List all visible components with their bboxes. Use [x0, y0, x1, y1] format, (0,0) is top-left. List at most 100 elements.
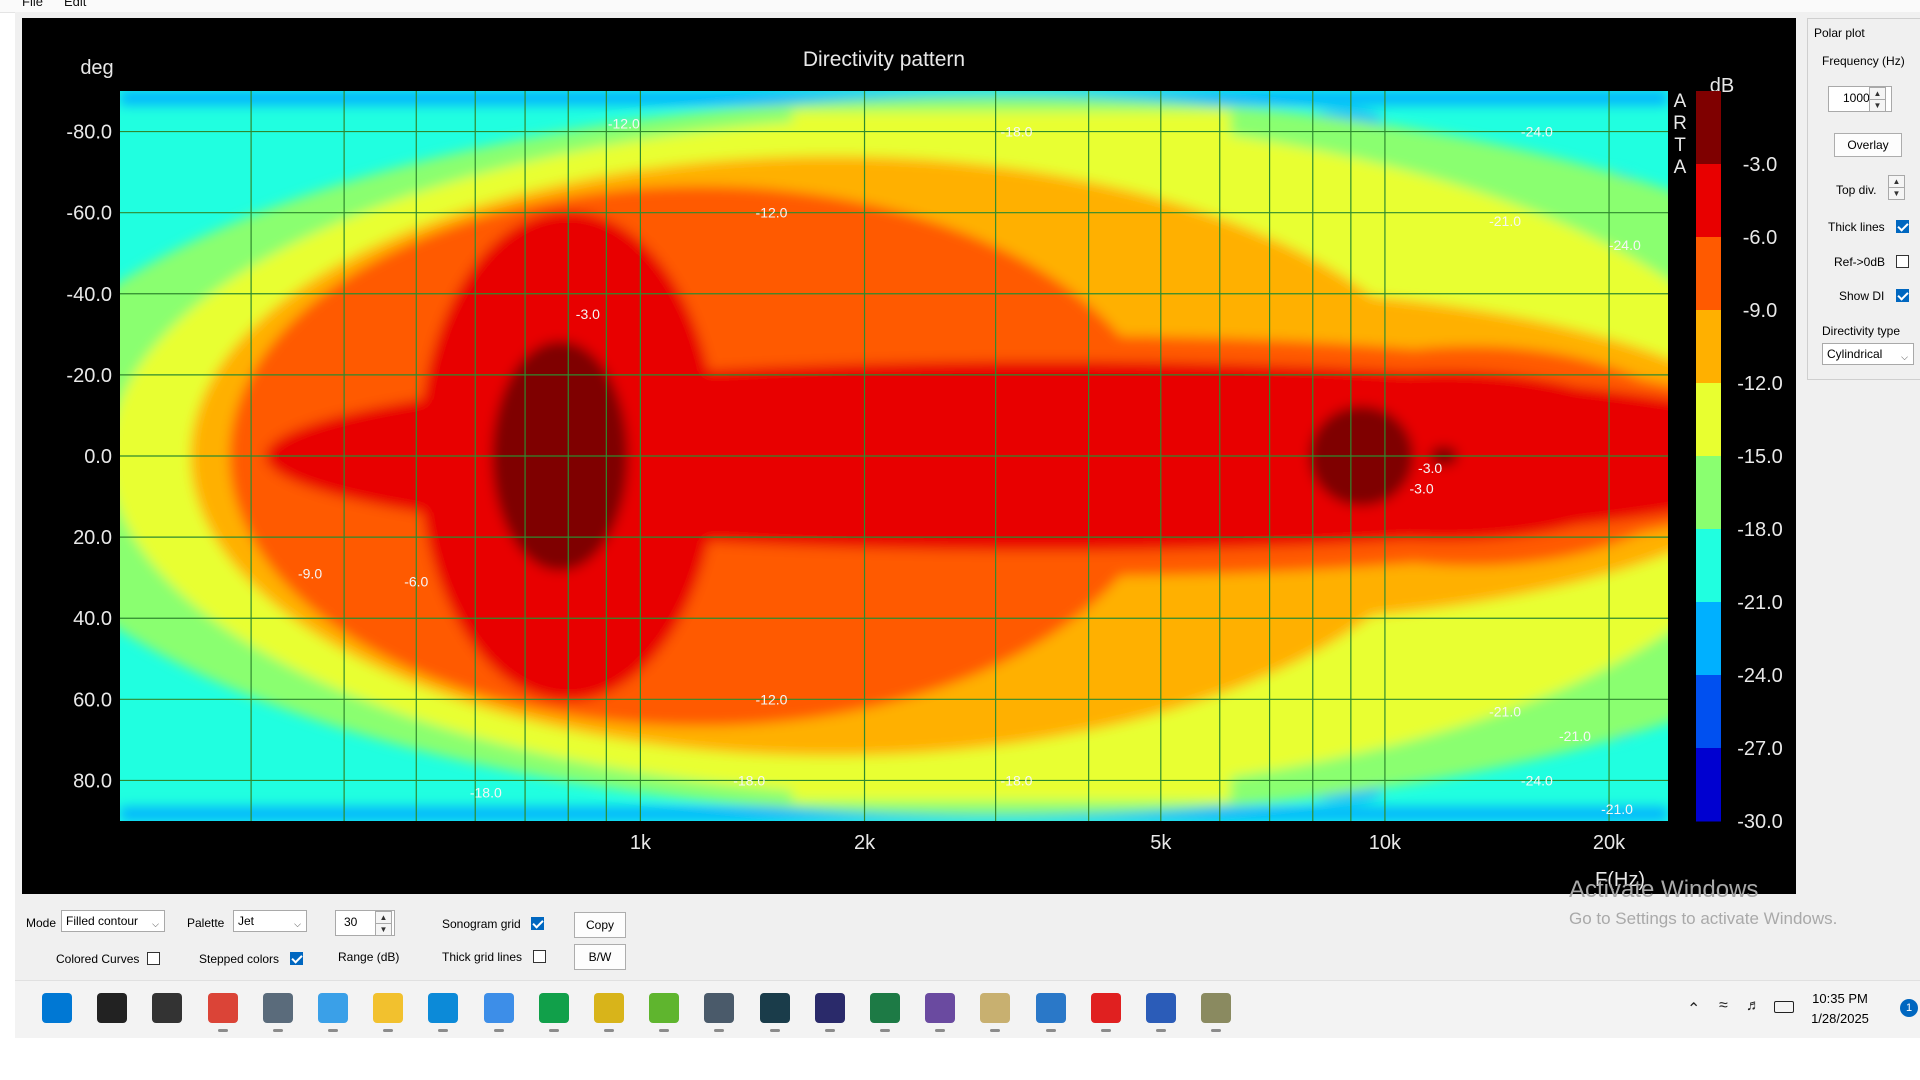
camera-app-icon[interactable] — [1201, 993, 1232, 1023]
running-indicator — [328, 1029, 338, 1032]
photos-icon[interactable] — [1035, 993, 1066, 1023]
menu-edit[interactable]: Edit — [64, 0, 87, 9]
contour-label: -21.0 — [1489, 213, 1521, 229]
notes-icon[interactable] — [980, 993, 1011, 1023]
thick-lines-label: Thick lines — [1828, 220, 1885, 234]
contour-label: -24.0 — [1609, 237, 1641, 253]
chevron-down-icon: ⌵ — [1901, 352, 1908, 362]
running-indicator — [493, 1029, 504, 1032]
desktop-strip — [0, 1038, 1920, 1080]
x-tick-label: 1k — [630, 832, 652, 854]
notification-badge[interactable]: 1 — [1900, 999, 1918, 1017]
chevron-down-icon: ⌵ — [294, 919, 301, 929]
range-value[interactable]: 30 — [344, 915, 358, 929]
y-tick-label: -20.0 — [66, 365, 112, 387]
contour-labels: -3.0 -3.0 -3.0 -6.0 -9.0 -12.0 -12.0 -12.0 -18.0… — [298, 115, 1641, 816]
running-indicator — [714, 1029, 725, 1032]
arta-letter: R — [1673, 113, 1687, 134]
top-div-label: Top div. — [1836, 183, 1877, 197]
top-div-down-button[interactable]: ▼ — [1888, 187, 1905, 200]
notepad-icon[interactable] — [483, 993, 514, 1023]
contour-label: -21.0 — [1489, 704, 1521, 720]
directivity-plot[interactable]: Directivity pattern deg F(Hz) dB 1k 2k 5k 1… — [22, 18, 1796, 894]
running-indicator — [1100, 1029, 1111, 1032]
y-axis-label: deg — [80, 57, 113, 79]
speaker-tool-icon[interactable] — [925, 993, 956, 1023]
colorbar-segment — [1696, 602, 1721, 676]
running-indicator — [1045, 1029, 1056, 1032]
activate-windows-subtitle: Go to Settings to activate Windows. — [1569, 909, 1838, 928]
mode-value[interactable]: Filled contour — [66, 914, 139, 928]
thick-grid-lines-checkbox[interactable] — [533, 950, 546, 963]
colorbar-segment — [1696, 529, 1721, 603]
x-axis-label: F(Hz) — [1595, 869, 1645, 891]
mode-select[interactable]: Filled contour ⌵ — [61, 910, 165, 932]
file-explorer-icon[interactable] — [373, 993, 404, 1023]
sheets-icon[interactable] — [538, 993, 569, 1023]
range-label: Range (dB) — [338, 950, 400, 964]
oscilloscope-icon[interactable] — [759, 993, 790, 1023]
start-icon[interactable] — [42, 993, 72, 1023]
running-indicator — [824, 1029, 835, 1032]
wifi-icon[interactable]: ≈ — [1719, 997, 1728, 1014]
excel-icon[interactable] — [870, 993, 900, 1023]
rew-icon[interactable] — [814, 993, 845, 1023]
range-down-button[interactable]: ▼ — [375, 923, 392, 936]
sonogram-grid-checkbox[interactable] — [531, 917, 544, 930]
y-tick-label: -40.0 — [66, 284, 112, 306]
clock-date[interactable]: 1/28/2025 — [1811, 1011, 1869, 1026]
contour-label: -9.0 — [298, 566, 322, 582]
x-tick-label: 10k — [1369, 832, 1402, 854]
stepped-colors-checkbox[interactable] — [290, 952, 303, 965]
task-view-icon[interactable] — [152, 993, 183, 1023]
palette-value[interactable]: Jet — [238, 914, 255, 928]
word-icon[interactable] — [1146, 993, 1176, 1023]
arta-letter: T — [1674, 135, 1686, 156]
running-indicator — [217, 1029, 228, 1032]
bw-button[interactable]: B/W — [574, 944, 626, 970]
volume-icon[interactable]: ♬ — [1746, 997, 1761, 1014]
arta-letter: A — [1674, 157, 1687, 178]
search-icon[interactable] — [97, 993, 128, 1023]
colorbar: -3.0 -6.0 -9.0 -12.0 -15.0 -18.0 -21.0 -24.0 -27… — [1696, 91, 1783, 833]
taskbar: ⌃ ≈ ♬ 10:35 PM 1/28/2025 1 — [15, 980, 1920, 1039]
polar-plot-panel: Polar plot Frequency (Hz) 1000 ▲ ▼ Overl… — [1807, 18, 1920, 380]
chevron-up-icon[interactable]: ⌃ — [1687, 1001, 1701, 1018]
colorbar-label: -18.0 — [1737, 519, 1783, 541]
copy-button[interactable]: Copy — [574, 912, 626, 938]
y-tick-label: 80.0 — [73, 770, 112, 792]
show-di-checkbox[interactable] — [1896, 289, 1909, 302]
directivity-type-value[interactable]: Cylindrical — [1827, 347, 1883, 361]
frequency-value[interactable]: 1000 — [1843, 91, 1870, 105]
y-tick-label: 20.0 — [73, 527, 112, 549]
menu-file[interactable]: File — [22, 0, 43, 9]
directivity-type-select[interactable]: Cylindrical ⌵ — [1822, 343, 1914, 365]
colorbar-label: -30.0 — [1737, 811, 1783, 833]
running-indicator — [438, 1029, 449, 1032]
help-icon[interactable] — [594, 993, 624, 1023]
utorrent-icon[interactable] — [649, 993, 680, 1023]
colorbar-label: -9.0 — [1743, 300, 1777, 322]
grid-lines — [120, 91, 1668, 821]
overlay-button[interactable]: Overlay — [1834, 133, 1902, 157]
y-tick-label: -60.0 — [66, 203, 112, 225]
battery-icon[interactable] — [1774, 1001, 1794, 1013]
arta-icon[interactable] — [1090, 993, 1121, 1023]
palette-select[interactable]: Jet ⌵ — [233, 910, 307, 932]
running-indicator — [880, 1029, 890, 1032]
contour-label: -12.0 — [608, 115, 640, 131]
colorbar-segment — [1696, 310, 1721, 384]
audio-tool-icon[interactable] — [704, 993, 735, 1023]
paint-icon[interactable] — [318, 993, 348, 1023]
frequency-down-button[interactable]: ▼ — [1869, 99, 1886, 112]
clock-time[interactable]: 10:35 PM — [1812, 991, 1868, 1006]
directivity-type-label: Directivity type — [1822, 324, 1901, 338]
colored-curves-checkbox[interactable] — [147, 952, 160, 965]
calculator-icon[interactable] — [262, 993, 293, 1023]
edge-icon[interactable] — [428, 993, 459, 1023]
chrome-icon[interactable] — [207, 993, 238, 1023]
colorbar-label: -27.0 — [1737, 738, 1783, 760]
thick-lines-checkbox[interactable] — [1896, 220, 1909, 233]
colorbar-label: -6.0 — [1743, 227, 1777, 249]
ref-0db-checkbox[interactable] — [1896, 255, 1909, 268]
